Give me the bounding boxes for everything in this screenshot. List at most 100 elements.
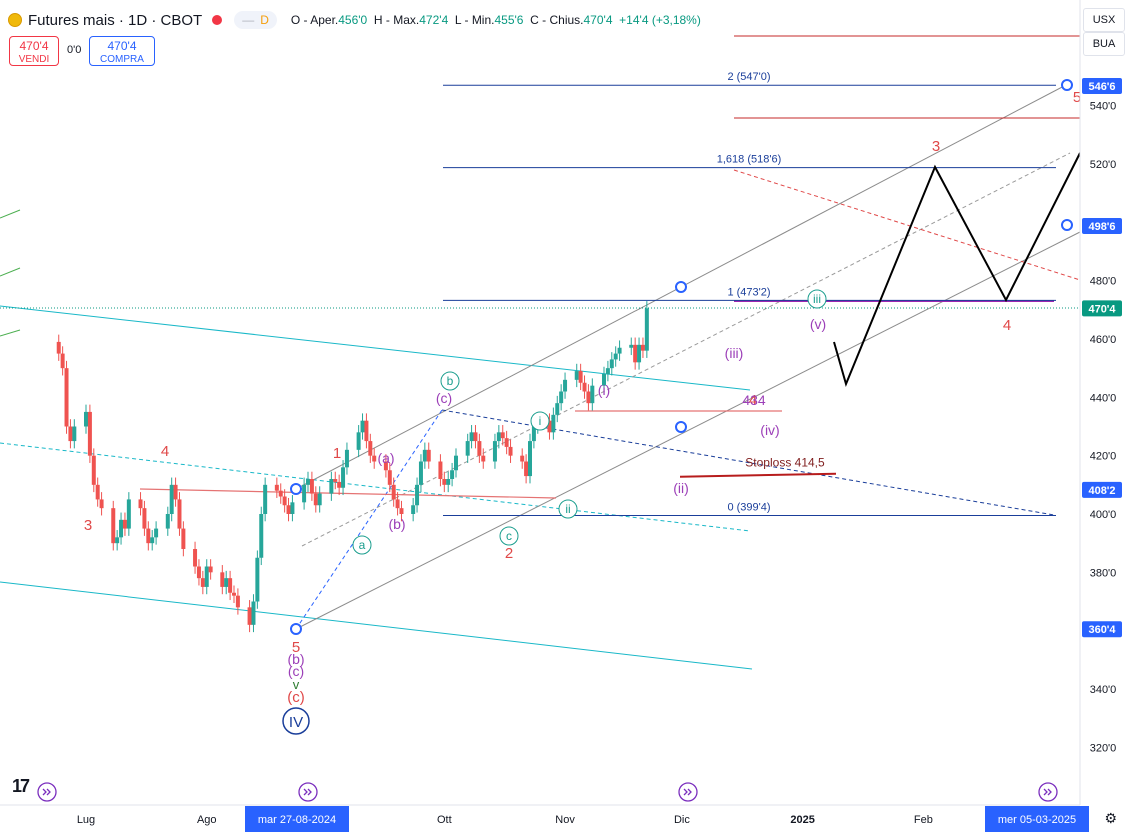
candle-body [454,455,458,471]
fibonacci-extension: 2 (547'0) 1,618 (518'6) 1 (473'2) 0 (399'4)… [290,71,1073,635]
date-highlight-label: mar 27-08-2024 [258,814,336,826]
candle-body [617,347,622,354]
candle-body [640,344,645,351]
wave-label-red: 4 [161,443,169,460]
wave-label-red: 3 [84,517,92,534]
candle-body [524,461,529,477]
candle-body [274,484,279,491]
fib-level-label: 1 (473'2) [727,286,770,298]
candle-body [317,493,322,506]
candle-body [547,420,552,433]
candle-body [613,353,618,360]
candle-body [360,420,365,433]
candle-body [438,461,443,479]
y-tick-label: 380'0 [1090,567,1117,579]
candle-body [602,373,606,386]
candle-body [528,441,532,477]
price-badge-label: 470'4 [1088,303,1116,315]
trendline [0,581,753,670]
spread-value: 0'0 [67,44,82,56]
candle-body [605,368,610,374]
wave-label-red: 1 [333,445,341,462]
jump-arrow-icon [1043,788,1052,796]
candle-body [508,446,513,456]
candle-body [177,499,182,529]
candle-body [84,411,88,427]
candle-body [411,505,416,514]
price-badge [1082,300,1122,317]
sell-button[interactable]: 470'4 VENDI [9,36,59,66]
sell-label: VENDI [18,54,50,65]
candle-body [142,508,147,529]
x-tick-label: Ott [437,814,452,826]
trendline [0,209,21,219]
wave-projection [833,152,1081,388]
candle-body [173,484,178,500]
candle-body [196,566,201,579]
wave-label-purple: (iv) [760,422,779,438]
candle-body [329,478,334,494]
candle-body [520,455,525,462]
jump-arrow-icon [37,782,57,802]
candle-body [119,519,124,538]
time-axis[interactable]: Lug Ago Ott Nov Dic 2025 Feb mar 27-08-2024 mer … [0,782,1089,832]
wave-label-purple: (iii) [725,345,744,361]
candle-body [99,499,104,509]
jump-arrow-icon [42,788,51,796]
price-badge [1082,621,1122,638]
trendline [0,329,21,337]
candle-body [165,514,170,529]
wave-label-green: v [293,677,300,692]
symbol-title[interactable]: Futures mais · 1D · CBOT [28,11,203,29]
unit-button[interactable]: BUA [1083,32,1125,56]
date-highlight [985,806,1089,832]
market-status-icon[interactable] [212,15,223,25]
candle-body [582,382,587,392]
anchor-point [675,421,687,433]
gear-icon[interactable]: ⚙ [1104,810,1117,826]
tradingview-logo-icon[interactable]: 17 [12,776,30,796]
extra-pill[interactable]: — D [234,11,277,29]
candle-body [60,353,65,369]
currency-button[interactable]: USX [1083,8,1125,32]
candlesticks [56,301,649,633]
y-tick-label: 420'0 [1090,451,1117,463]
price-axis[interactable]: 540'0520'0500'0480'0460'0440'0420'0400'0… [1079,0,1131,836]
candle-body [465,441,470,456]
symbol-logo-icon [8,13,22,27]
candle-body [56,341,61,354]
wave-label-teal: a [359,538,366,552]
wave-label-purple: (ii) [673,480,689,496]
y-tick-label: 440'0 [1090,392,1117,404]
date-highlight-label: mer 05-03-2025 [998,814,1076,826]
candle-body [247,607,252,625]
candle-body [450,470,455,479]
wave-label-teal: iii [813,292,821,306]
sell-price: 470'4 [19,39,49,53]
candle-body [138,499,143,509]
candle-body [644,308,649,351]
trendline [0,305,751,391]
buy-button[interactable]: 470'4 COMPRA [89,36,155,66]
candle-body [399,508,404,514]
candle-body [477,441,482,456]
price-badge-label: 546'6 [1088,81,1115,93]
candle-body [391,484,396,500]
anchor-point [1061,79,1073,91]
wave-label-red: 2 [505,545,513,562]
candle-body [555,403,560,415]
candle-body [426,449,431,462]
candle-body [263,484,268,514]
x-tick-label: Dic [674,814,690,826]
candle-body [341,467,346,488]
trendline [441,409,1055,516]
candle-body [415,484,420,506]
date-highlight [245,806,349,832]
candle-body [313,493,318,506]
candle-body [446,478,451,485]
jump-arrow-icon [683,788,692,796]
candle-body [251,601,256,625]
projection-path [833,152,1081,388]
